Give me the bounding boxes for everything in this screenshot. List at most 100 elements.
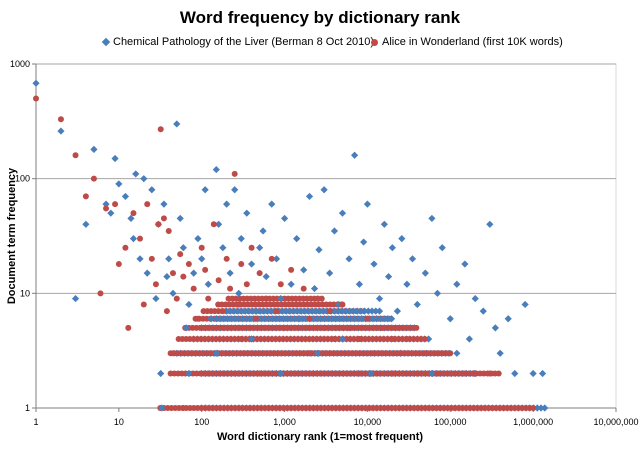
series-1-point [413, 300, 421, 309]
series-2-point [57, 116, 64, 123]
series-1-point [486, 220, 494, 228]
series-2-point [202, 266, 209, 273]
series-1-point [541, 404, 549, 412]
series-2-point [321, 324, 328, 331]
series-2-point [165, 227, 172, 234]
series-1-point [363, 200, 372, 208]
series-2-point [72, 152, 79, 159]
series-1-point [384, 315, 392, 323]
series-1-point [538, 369, 547, 378]
series-1-point [241, 307, 249, 315]
series-2-point [389, 335, 396, 342]
series-1-point [277, 369, 285, 378]
series-1-point [194, 235, 202, 243]
series-1-point [57, 127, 65, 135]
series-1-point [82, 220, 90, 228]
series-1-point [357, 307, 365, 315]
series-1-point [223, 200, 231, 208]
series-1-point [129, 235, 138, 243]
series-2-point [157, 126, 164, 133]
series-1-point [302, 315, 310, 323]
series-1-point [223, 307, 231, 315]
series-1-point [143, 269, 151, 277]
series-1-point [300, 266, 308, 274]
series-1-point [367, 369, 375, 378]
series-1-point [111, 154, 119, 163]
series-1-point [287, 315, 295, 323]
series-2-point [219, 308, 226, 315]
x-tick-label: 1,000 [273, 417, 296, 427]
series-1-point [350, 151, 359, 159]
series-1-point [328, 315, 336, 323]
series-1-point [364, 307, 372, 315]
series-2-point [413, 324, 420, 331]
series-1-point [313, 315, 321, 323]
series-1-point [349, 307, 358, 315]
series-2-point [422, 350, 429, 357]
series-1-point [479, 307, 487, 315]
series-2-point [185, 261, 192, 268]
series-2-point [486, 370, 493, 377]
series-1-point [428, 214, 436, 223]
series-1-point [334, 307, 343, 315]
series-1-point [256, 307, 264, 315]
series-1-point [320, 315, 329, 323]
series-1-point [279, 315, 288, 323]
series-2-point [125, 324, 132, 331]
series-1-point [280, 214, 289, 223]
series-1-point [185, 300, 193, 309]
legend-circle-marker-icon [371, 38, 378, 46]
series-1-point [446, 315, 454, 323]
series-2-point [238, 261, 245, 268]
series-1-point [308, 307, 317, 315]
series-1-point [384, 272, 393, 281]
series-1-point [165, 255, 173, 263]
series-2-point [223, 255, 230, 262]
series-2-point [389, 370, 396, 377]
series-1-point [179, 244, 187, 252]
series-2-point [82, 193, 89, 200]
series-1-point [163, 272, 171, 281]
series-1-point [190, 269, 198, 277]
series-1-point [338, 335, 347, 343]
series-1-point [358, 315, 366, 323]
series-1-point [235, 289, 243, 297]
series-2-point [447, 370, 454, 377]
legend-item-chemical-pathology: Chemical Pathology of the Liver (Berman … [101, 36, 374, 48]
series-2-point [447, 350, 454, 357]
y-tick-label: 100 [15, 174, 30, 184]
series-1-point [212, 315, 220, 323]
series-1-point [375, 307, 384, 315]
series-2-point [205, 295, 212, 302]
x-tick-label: 10,000,000 [593, 417, 638, 427]
series-1-point [268, 200, 276, 208]
series-1-point [461, 260, 469, 268]
series-1-point [471, 294, 479, 303]
series-1-point [369, 315, 377, 323]
series-2-point [277, 281, 284, 288]
series-1-point [245, 307, 253, 315]
series-1-point [231, 186, 239, 194]
series-2-point [169, 350, 176, 357]
series-1-point [286, 307, 294, 315]
series-2-point [198, 244, 205, 251]
series-1-point [511, 369, 519, 378]
series-2-point [112, 201, 119, 208]
series-1-point [158, 404, 166, 412]
series-2-point [210, 221, 217, 228]
series-1-point [521, 300, 529, 309]
series-1-point [226, 269, 234, 277]
series-1-point [346, 307, 354, 315]
series-2-point [155, 221, 162, 228]
series-2-point [248, 244, 255, 251]
series-1-point [107, 209, 115, 217]
series-1-point [176, 214, 184, 223]
series-1-point [121, 192, 130, 201]
series-2-point [403, 335, 410, 342]
series-1-point [398, 235, 406, 243]
series-1-point [393, 307, 402, 315]
series-1-point [290, 307, 298, 315]
series-1-point [272, 315, 280, 323]
series-2-point [293, 301, 300, 308]
series-2-point [318, 295, 325, 302]
